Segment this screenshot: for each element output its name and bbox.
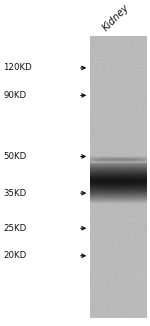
Text: Kidney: Kidney — [101, 2, 132, 33]
Text: 25KD: 25KD — [3, 224, 26, 233]
Text: 120KD: 120KD — [3, 63, 32, 72]
Text: 20KD: 20KD — [3, 251, 26, 260]
Text: 90KD: 90KD — [3, 91, 26, 100]
Text: 35KD: 35KD — [3, 189, 26, 198]
Text: 50KD: 50KD — [3, 152, 26, 161]
